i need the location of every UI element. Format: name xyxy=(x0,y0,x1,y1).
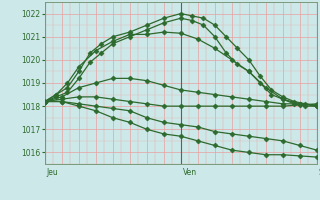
Text: Sam: Sam xyxy=(318,168,320,177)
Text: Ven: Ven xyxy=(182,168,196,177)
Text: Jeu: Jeu xyxy=(46,168,58,177)
